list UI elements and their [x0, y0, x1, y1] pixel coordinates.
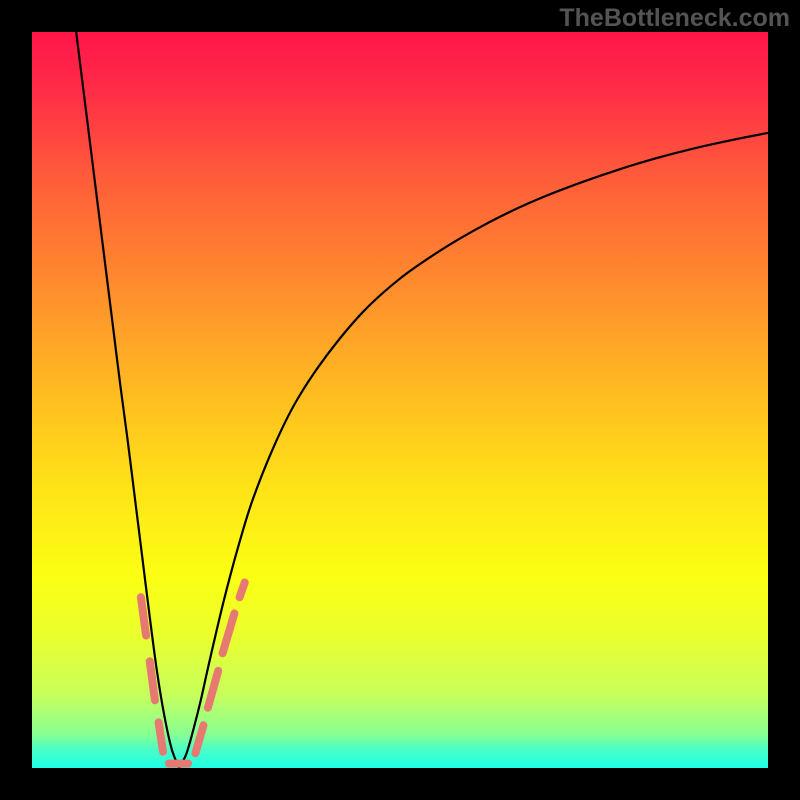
- dash-segment: [141, 597, 146, 635]
- chart-root: TheBottleneck.com: [0, 0, 800, 800]
- bottleneck-chart: [0, 0, 800, 800]
- plot-background-gradient: [32, 32, 768, 768]
- dash-segment: [150, 661, 155, 700]
- watermark-text: TheBottleneck.com: [559, 4, 790, 33]
- dash-segment: [159, 722, 163, 751]
- dash-segment: [240, 583, 245, 598]
